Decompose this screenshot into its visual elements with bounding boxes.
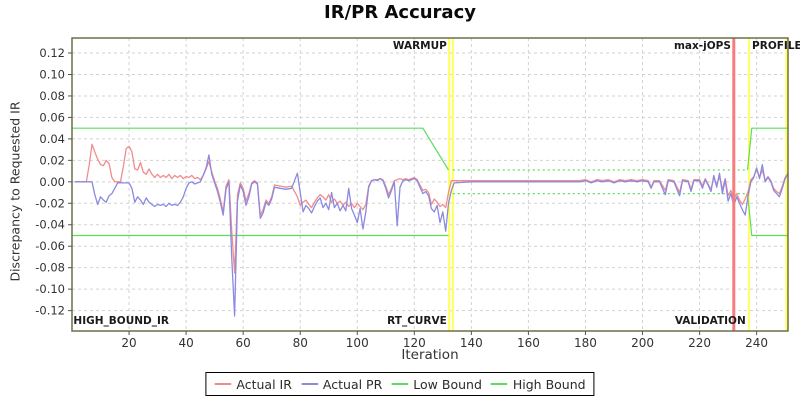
y-tick-label--0.08: -0.08: [35, 261, 65, 275]
x-tick-label-20: 20: [121, 336, 136, 350]
y-tick-label-0.06: 0.06: [39, 110, 65, 124]
legend: Actual IR Actual PR Low Bound High Bound: [205, 372, 595, 396]
y-tick-label-0: 0.00: [39, 175, 65, 189]
y-axis-label: Discrepancy to Requested IR: [7, 101, 23, 282]
legend-label: High Bound: [512, 376, 586, 392]
y-tick-label-0.08: 0.08: [39, 89, 65, 103]
legend-item-actual-ir: Actual IR: [214, 377, 292, 392]
x-tick-label-160: 160: [517, 336, 540, 350]
y-tick-label--0.12: -0.12: [35, 304, 65, 318]
series-high-bound-seg2: [746, 127, 788, 171]
legend-label: Actual IR: [236, 376, 292, 392]
series-actual-pr-line: [74, 154, 789, 317]
x-tick-label-240: 240: [745, 336, 768, 350]
legend-swatch-actual-ir: [214, 383, 232, 385]
y-tick-label-0.02: 0.02: [39, 153, 65, 167]
annotation-rt-curve: RT_CURVE: [387, 315, 447, 327]
annotation-profile: PROFILE: [752, 40, 800, 52]
y-tick-label--0.1: -0.10: [35, 282, 65, 296]
y-tick-label--0.06: -0.06: [35, 239, 65, 253]
x-tick-label-100: 100: [346, 336, 369, 350]
x-tick-label-40: 40: [178, 336, 193, 350]
y-tick-label-0.1: 0.10: [39, 67, 65, 81]
legend-item-actual-pr: Actual PR: [300, 376, 383, 392]
plot-border: [71, 37, 789, 332]
y-tick-label--0.02: -0.02: [35, 196, 65, 210]
x-tick-label-60: 60: [236, 336, 251, 350]
y-tick-label-0.12: 0.12: [39, 46, 65, 60]
legend-label: Actual PR: [322, 376, 383, 392]
legend-swatch-low-bound: [391, 383, 409, 385]
annotation-warmup: WARMUP: [393, 40, 447, 52]
x-tick-label-80: 80: [293, 336, 308, 350]
chart-title: IR/PR Accuracy: [324, 2, 476, 23]
annotation-validation: VALIDATION: [675, 315, 746, 327]
x-tick-label-180: 180: [574, 336, 597, 350]
x-tick-label-220: 220: [688, 336, 711, 350]
x-tick-label-140: 140: [460, 336, 483, 350]
series-low-bound-seg2: [746, 193, 788, 237]
annotation-max-jops: max-jOPS: [674, 40, 731, 52]
legend-item-high-bound: High Bound: [490, 376, 586, 392]
y-tick-label-0.04: 0.04: [39, 132, 65, 146]
legend-label: Low Bound: [413, 376, 482, 392]
x-tick-label-120: 120: [403, 336, 426, 350]
x-tick-label-200: 200: [631, 336, 654, 350]
annotation-high-bound-ir: HIGH_BOUND_IR: [73, 315, 169, 327]
legend-swatch-actual-pr: [300, 383, 318, 385]
legend-item-low-bound: Low Bound: [391, 377, 482, 392]
legend-swatch-high-bound: [490, 383, 508, 385]
x-axis-label: Iteration: [401, 347, 459, 363]
series-high-bound-seg0: [72, 127, 450, 171]
y-tick-label--0.04: -0.04: [35, 218, 65, 232]
